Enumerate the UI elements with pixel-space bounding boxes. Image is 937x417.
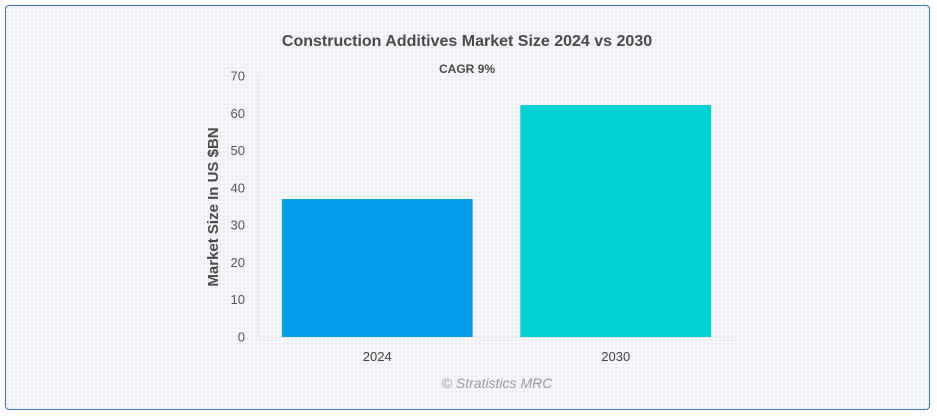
x-tick-label: 2030	[601, 349, 630, 364]
bar-2024	[281, 199, 473, 337]
y-tick-label: 10	[231, 292, 245, 307]
y-axis-label: Market Size In US $BN	[205, 127, 222, 286]
bar-2030	[520, 105, 712, 337]
x-tick-label: 2024	[363, 349, 392, 364]
y-tick-label: 30	[231, 218, 245, 233]
y-tick-label: 0	[238, 330, 245, 345]
x-axis: 2024 2030	[363, 349, 630, 364]
bars	[281, 105, 712, 337]
y-tick-label: 70	[231, 69, 245, 84]
y-tick-label: 20	[231, 255, 245, 270]
y-tick-label: 40	[231, 180, 245, 195]
y-axis: 0 10 20 30 40 50 60 70	[231, 69, 245, 345]
chart-subtitle: CAGR 9%	[439, 62, 495, 76]
y-tick-label: 50	[231, 143, 245, 158]
y-tick-label: 60	[231, 106, 245, 121]
credit-text: © Stratistics MRC	[442, 375, 554, 391]
chart-title: Construction Additives Market Size 2024 …	[282, 33, 652, 50]
